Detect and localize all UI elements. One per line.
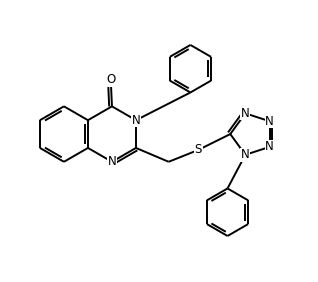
Text: N: N — [265, 115, 274, 128]
Text: N: N — [241, 107, 250, 120]
Text: N: N — [132, 114, 140, 127]
Text: O: O — [106, 73, 116, 86]
Text: S: S — [195, 144, 202, 157]
Text: N: N — [241, 148, 250, 161]
Text: N: N — [265, 140, 274, 153]
Text: N: N — [107, 155, 116, 168]
